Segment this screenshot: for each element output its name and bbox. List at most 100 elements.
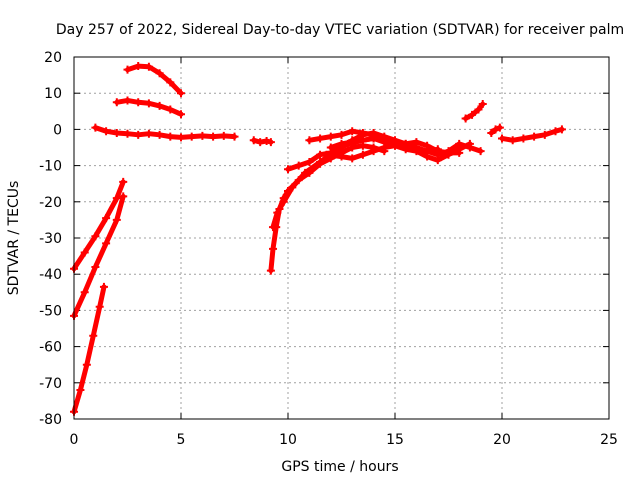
data-point [155,69,164,78]
y-tick-labels: 20 10 0 -10 -20 -30 -40 -50 -60 -70 -80 [39,50,62,428]
data-point [391,141,399,150]
data-point [89,331,98,340]
data-point [478,100,487,109]
grid [74,57,609,419]
data-point [123,96,132,105]
data-point [316,134,325,143]
data-point [284,165,292,174]
data-point [530,132,539,141]
data-point [112,215,121,224]
data-point [219,131,228,140]
data-point [305,157,314,166]
x-tick-label: 5 [177,432,186,448]
data-point [123,65,132,74]
series-arc-2 [71,193,126,319]
chart-title: Day 257 of 2022, Sidereal Day-to-day VTE… [56,22,624,38]
data-point [423,152,432,161]
x-tick-label: 25 [600,432,618,448]
series-arc-14 [463,101,486,121]
data-point [301,168,310,177]
data-point [144,99,153,108]
data-point [166,132,175,141]
data-point [495,123,504,132]
x-tick-label: 20 [493,432,511,448]
data-point [461,114,470,123]
data-point [112,194,121,203]
data-point [474,105,483,114]
data-point [155,101,164,110]
data-point [177,133,185,142]
data-point [91,262,100,271]
data-point [166,78,175,87]
data-point [112,98,121,107]
data-point [91,232,100,241]
data-point [358,129,367,138]
y-tick-label: -30 [39,231,62,247]
data-point [123,129,132,138]
data-point [455,148,464,157]
data-point [358,150,367,159]
data-point [369,147,378,156]
data-point [519,134,528,143]
data-point [433,147,442,156]
x-tick-label: 10 [279,432,297,448]
data-point [348,127,357,136]
data-point [266,138,275,147]
y-axis-label: SDTVAR / TECUs [6,181,22,296]
data-point [80,248,89,257]
data-point [279,197,288,206]
data-point [444,148,453,157]
x-tick-labels: 0 5 10 15 20 25 [70,432,618,448]
data-point [269,244,278,253]
y-tick-label: -20 [39,195,62,211]
data-point [465,139,474,148]
y-tick-label: -60 [39,340,62,356]
data-point [144,129,153,138]
data-point [262,136,271,145]
y-tick-label: -80 [39,412,62,428]
data-point [401,139,410,148]
data-point [82,360,91,369]
data-point [369,134,378,143]
data-point [326,132,335,141]
data-point [76,386,85,395]
x-axis-label: GPS time / hours [281,459,398,475]
data-point [423,141,432,150]
data-point [134,130,143,139]
data-point [316,157,325,166]
data-point [256,138,265,147]
data-point [380,143,389,152]
data-point [348,154,357,163]
y-tick-label: 20 [44,50,62,66]
data-point [266,266,275,275]
data-point [273,208,282,217]
data-point [187,132,196,141]
data-point [91,123,100,132]
data-point [112,129,121,138]
data-point [468,110,477,119]
data-point [119,177,128,186]
data-point [294,161,303,170]
data-point [198,131,207,140]
data-point [540,130,549,139]
data-point [557,125,566,134]
data-point [269,223,278,232]
data-point [249,136,258,145]
data-point [337,152,346,161]
data-point [551,127,560,136]
data-point [102,127,111,136]
data-point [433,156,442,165]
data-point [209,132,218,141]
x-tick-label: 15 [386,432,404,448]
data-point [412,138,421,147]
data-point [95,302,104,311]
y-tick-label: -40 [39,267,62,283]
y-tick-label: -10 [39,159,62,175]
data-point [102,214,111,223]
data-point [337,130,346,139]
data-point [487,129,496,138]
series-arc-4 [125,63,184,96]
data-point [305,136,314,145]
data-point [337,139,346,148]
